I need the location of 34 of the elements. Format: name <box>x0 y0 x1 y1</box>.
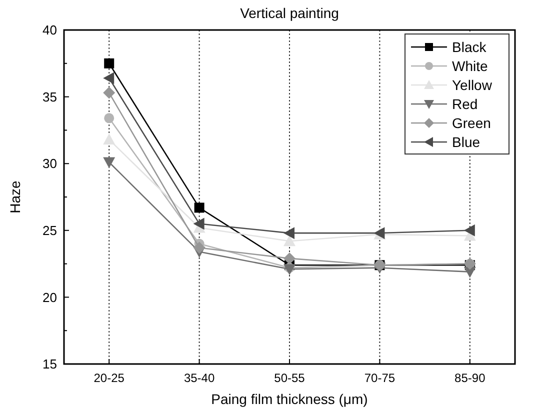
y-axis-title: Haze <box>7 180 23 214</box>
x-tick-label: 70-75 <box>364 371 396 385</box>
y-tick-label: 15 <box>42 356 57 372</box>
legend-label: Blue <box>452 134 480 150</box>
point <box>103 72 114 84</box>
y-tick-label: 20 <box>42 290 57 305</box>
legend-label: Black <box>452 38 488 55</box>
x-tick-label: 50-55 <box>274 371 306 385</box>
point <box>103 157 116 168</box>
y-tick-label: 40 <box>42 22 57 38</box>
point <box>194 202 204 213</box>
point <box>104 58 114 68</box>
point <box>104 113 114 124</box>
point <box>284 235 296 246</box>
x-tick-label: 20-25 <box>94 371 125 385</box>
x-tick-label: 85-90 <box>454 371 486 385</box>
chart-title: Vertical painting <box>240 5 339 21</box>
legend-label: Yellow <box>452 76 493 93</box>
point <box>284 252 296 264</box>
legend-label: Red <box>452 96 478 112</box>
legend-label: White <box>452 58 488 74</box>
x-axis-title: Paing film thickness (μm) <box>211 391 368 407</box>
point <box>193 218 204 230</box>
point <box>284 264 296 276</box>
x-tick-label: 35-40 <box>184 371 215 385</box>
point <box>284 227 294 240</box>
y-tick-label: 25 <box>42 222 57 238</box>
point <box>103 86 116 99</box>
legend-label: Green <box>452 114 491 131</box>
y-tick-label: 35 <box>42 89 57 104</box>
point <box>103 134 116 145</box>
y-tick-label: 30 <box>42 156 57 172</box>
point <box>464 224 475 236</box>
point <box>193 242 206 254</box>
